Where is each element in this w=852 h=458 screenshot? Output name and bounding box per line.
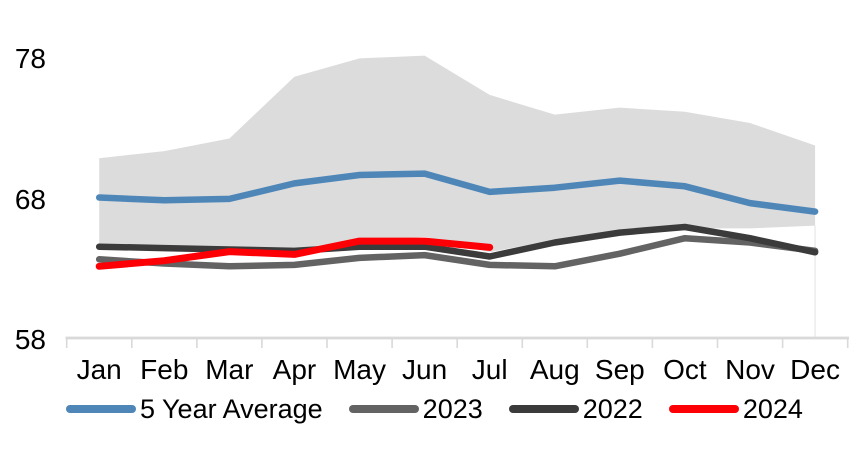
- x-axis-label-feb: Feb: [140, 354, 189, 385]
- chart-legend: 5 Year Average 2023 2022 2024: [66, 393, 803, 425]
- five-year-range-band: [99, 55, 816, 253]
- series-line-2023: [95, 234, 819, 270]
- x-axis-label-jun: Jun: [402, 354, 448, 385]
- y-axis-label: 68: [14, 183, 46, 215]
- legend-label-2022: 2022: [582, 394, 643, 424]
- legend-item-5-year-average: 5 Year Average: [66, 393, 323, 425]
- legend-swatch-5-year-average: [66, 405, 136, 413]
- x-axis-label-aug: Aug: [529, 354, 580, 385]
- y-axis-label: 78: [14, 43, 46, 74]
- x-axis-label-jan: Jan: [76, 354, 122, 385]
- legend-swatch-2023: [348, 405, 419, 413]
- x-axis-label-dec: Dec: [790, 354, 840, 385]
- legend-item-2024: 2024: [668, 393, 803, 425]
- series-line-2024: [95, 237, 494, 270]
- series-line-2022: [95, 223, 819, 260]
- legend-label-2023: 2023: [422, 394, 483, 424]
- x-axis-label-mar: Mar: [205, 354, 254, 385]
- x-axis-label-apr: Apr: [272, 354, 317, 385]
- legend-label-2024: 2024: [742, 394, 803, 424]
- x-axis-label-jul: Jul: [471, 354, 508, 385]
- x-axis-label-may: May: [333, 354, 386, 385]
- series-line-5-year-average: [95, 170, 819, 215]
- x-axis-label-nov: Nov: [725, 354, 775, 385]
- x-axis-label-sep: Sep: [594, 354, 645, 385]
- legend-item-2022: 2022: [508, 393, 643, 425]
- y-axis-label: 58: [14, 324, 46, 355]
- legend-item-2023: 2023: [348, 393, 483, 425]
- legend-swatch-2022: [508, 405, 579, 413]
- x-axis-label-oct: Oct: [663, 354, 707, 385]
- legend-label-5-year-average: 5 Year Average: [140, 394, 323, 424]
- legend-swatch-2024: [668, 405, 739, 413]
